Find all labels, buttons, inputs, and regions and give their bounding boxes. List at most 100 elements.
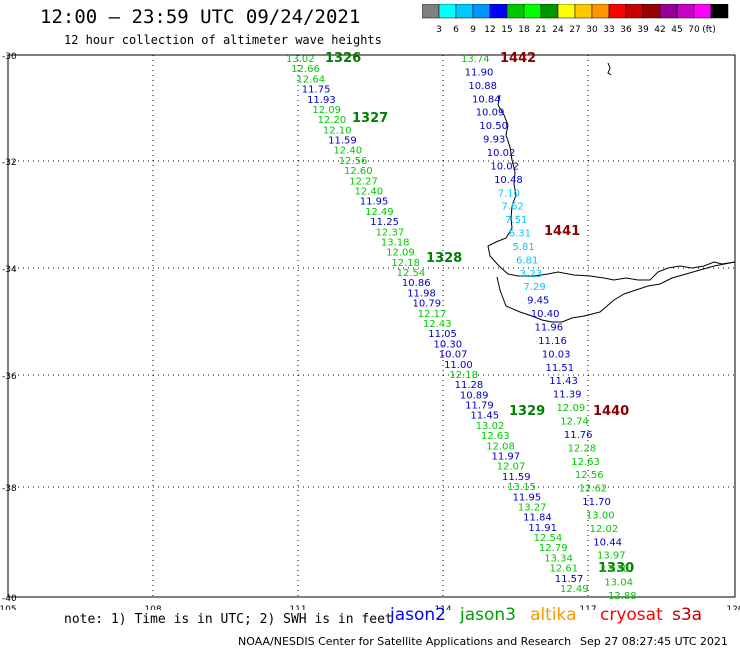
credit-line: NOAA/NESDIS Center for Satellite Applica… [238,635,572,648]
swh-value: 12.09 [557,403,586,414]
satellite-jason3: jason3 [460,605,516,625]
swh-value: 9.93 [483,135,505,146]
swh-value: 10.44 [593,537,622,548]
legend-label: 6 [453,25,459,35]
swh-value: 10.07 [439,350,468,361]
swh-value: 13.34 [544,553,573,564]
swh-value: 12.64 [297,74,326,85]
swh-value: 5.81 [512,242,534,253]
legend-label: 42 [654,25,665,35]
swh-value: 13.00 [586,510,615,521]
swh-value: 12.40 [333,146,362,157]
swh-value: 12.18 [449,370,478,381]
legend-swatch [710,4,729,19]
swh-value: 11.76 [564,430,593,441]
swh-value: 12.20 [318,115,347,126]
swh-value: 12.74 [560,416,589,427]
swh-value: 12.63 [481,431,510,442]
swh-value: 11.57 [555,574,584,585]
lat-label: -36 [2,372,17,382]
swh-value: 11.84 [523,513,552,524]
swh-value: 10.30 [434,339,463,350]
swh-value: 3.23 [520,269,542,280]
swh-value: 12.08 [486,441,515,452]
swh-value: 11.96 [535,323,564,334]
swh-value: 12.63 [571,457,600,468]
track-label-1326: 1326 [325,51,361,66]
swh-value: 11.45 [470,411,499,422]
swh-value: 13.04 [604,578,633,589]
lon-label: 114 [434,605,451,610]
track-label-1329: 1329 [509,404,545,419]
legend-label: 70 [688,25,700,35]
swh-value: 11.59 [328,136,357,147]
color-legend: 3 6 9 12 15 18 21 24 27 30 33 36 39 42 45 70 (ft) [422,4,729,35]
swh-value: 11.28 [455,380,484,391]
swh-value: 7.62 [501,202,523,213]
swh-value: 6.81 [516,255,538,266]
swh-value: 11.90 [465,67,494,78]
legend-label: 9 [470,25,476,35]
footnote: note: 1) Time is in UTC; 2) SWH is in fe… [64,612,393,627]
swh-value: 10.02 [490,161,519,172]
lat-label: -32 [2,158,17,168]
swh-value: 12.79 [539,543,568,554]
swh-value: 12.40 [355,187,384,198]
legend-label: 45 [671,25,682,35]
lon-label: 117 [579,605,596,610]
swh-value: 9.45 [527,296,549,307]
swh-value: 12.56 [339,156,368,167]
swh-value: 11.39 [553,390,582,401]
lon-label: 105 [0,605,17,610]
swh-value: 12.66 [291,64,320,75]
legend-label: (ft) [702,25,716,35]
swh-value: 13.74 [461,54,490,65]
swh-value: 12.54 [534,533,563,544]
swh-value: 11.25 [370,217,399,228]
swh-value: 10.48 [494,175,523,186]
track-label-1327: 1327 [352,111,388,126]
swh-value: 11.91 [528,523,557,534]
swh-value: 13.15 [507,482,536,493]
legend-label: 18 [518,25,530,35]
legend-label: 30 [586,25,598,35]
swh-value: 12.07 [497,462,526,473]
swh-value: 12.43 [423,319,452,330]
legend-label: 24 [552,25,564,35]
legend-label: 27 [569,25,580,35]
legend-label: 39 [637,25,649,35]
swh-value: 12.62 [579,484,608,495]
legend-label: 36 [620,25,632,35]
swh-value: 11.79 [465,401,494,412]
swh-value: 12.61 [549,564,578,575]
swh-value: 13.18 [381,237,410,248]
swh-value: 12.10 [323,125,352,136]
swh-value: 6.31 [509,229,531,240]
swh-value: 10.03 [542,349,571,360]
page-title: 12:00 – 23:59 UTC 09/24/2021 [40,6,361,28]
swh-value: 13.97 [597,551,626,562]
swh-value: 13.02 [476,421,505,432]
swh-value: 10.79 [412,299,441,310]
track-label-1442: 1442 [500,51,536,66]
swh-value: 12.09 [312,105,341,116]
lon-label: 120 [726,605,740,610]
swh-value: 11.16 [538,336,567,347]
swh-value: 11.70 [582,497,611,508]
swh-value: 10.02 [487,148,516,159]
swh-value: 10.89 [460,390,489,401]
swh-value: 13.30 [601,564,630,575]
coastline [487,94,736,281]
track-label-1328: 1328 [426,251,462,266]
swh-value: 12.54 [397,268,426,279]
lon-label: 111 [289,605,306,610]
lat-label: -34 [2,265,17,275]
page-subtitle: 12 hour collection of altimeter wave hei… [64,33,382,47]
track-label-1441: 1441 [544,224,580,239]
legend-label: 33 [603,25,614,35]
swh-value: 11.95 [360,197,389,208]
legend-label: 15 [501,25,512,35]
swh-value: 12.37 [376,227,405,238]
swh-value: 11.59 [502,472,531,483]
